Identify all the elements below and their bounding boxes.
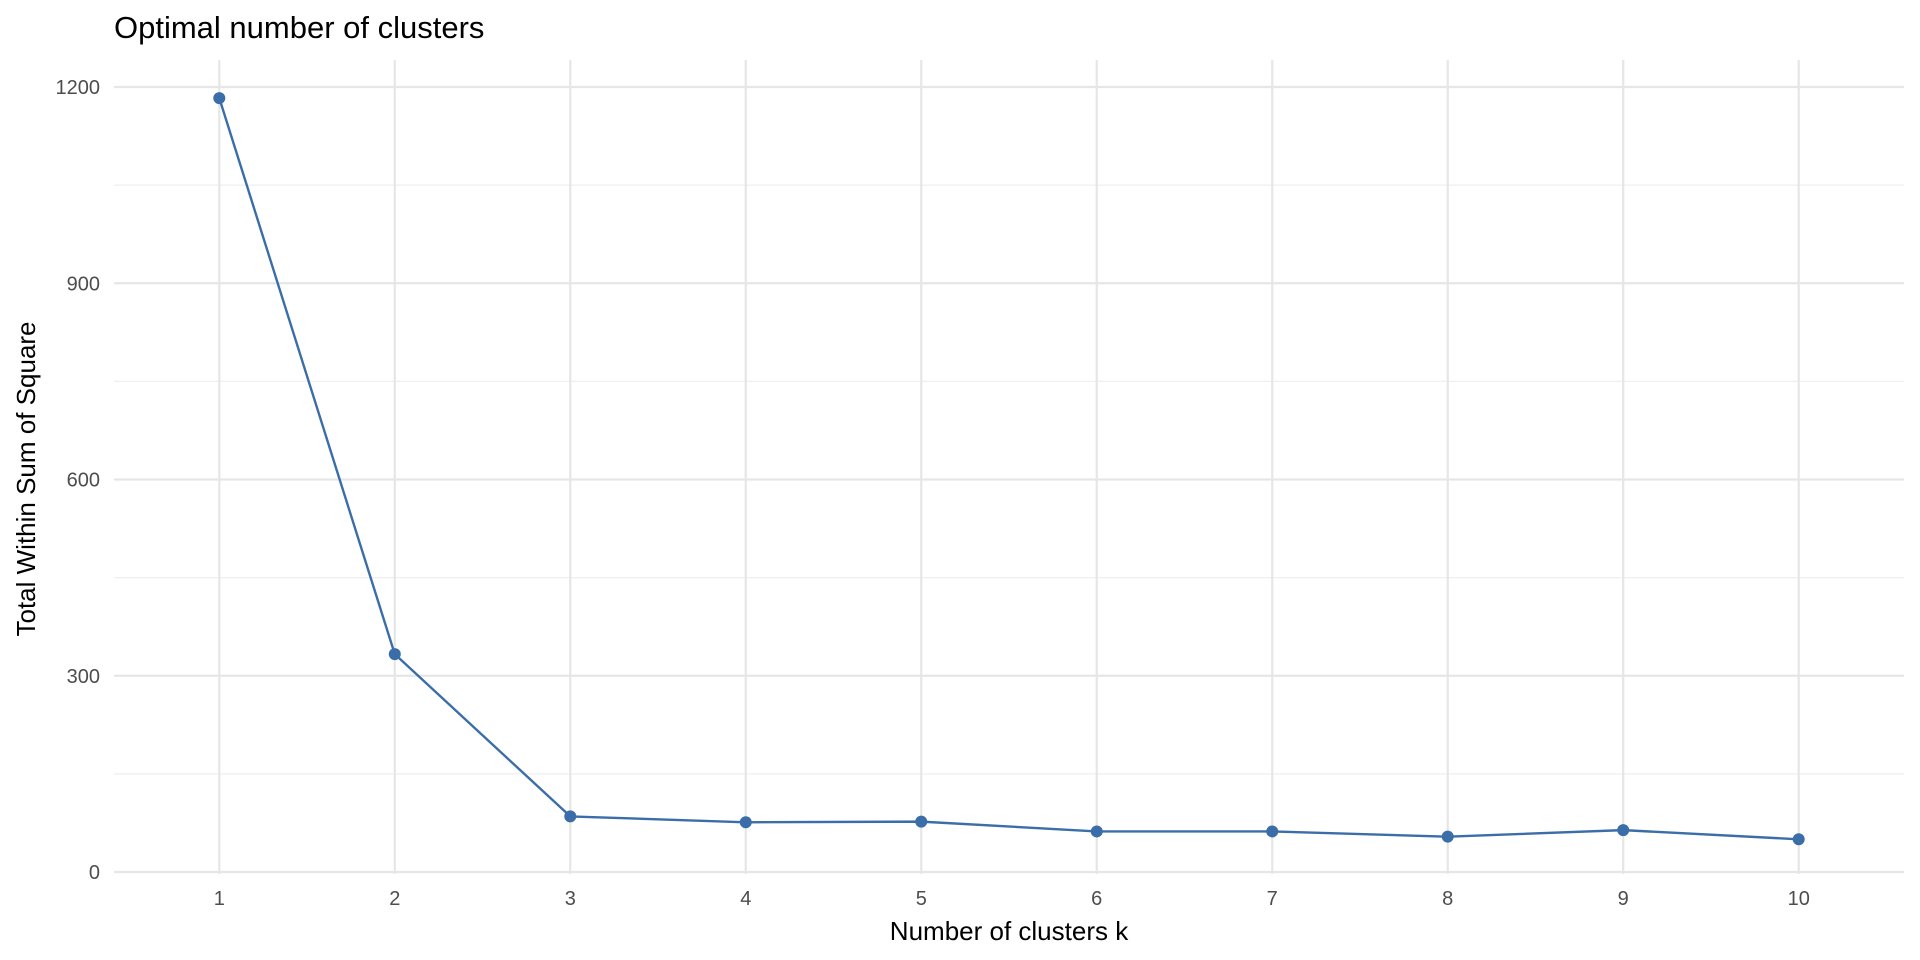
x-tick-label: 2 (389, 888, 400, 910)
data-point (1441, 830, 1454, 843)
x-tick-label: 1 (214, 888, 225, 910)
data-point (1617, 824, 1630, 837)
x-tick-label: 4 (740, 888, 751, 910)
y-tick-label: 1200 (56, 77, 101, 99)
y-tick-label: 300 (67, 666, 100, 688)
x-tick-label: 8 (1442, 888, 1453, 910)
data-point (1266, 825, 1279, 838)
data-point (564, 810, 577, 823)
x-tick-label: 7 (1267, 888, 1278, 910)
x-tick-label: 6 (1091, 888, 1102, 910)
data-point (915, 815, 928, 828)
y-tick-label: 0 (89, 862, 100, 884)
data-point (1792, 833, 1805, 846)
x-tick-label: 3 (565, 888, 576, 910)
y-tick-label: 900 (67, 273, 100, 295)
tick-labels: 0 300 600 900 1200 1 2 3 4 5 6 7 8 9 10 (56, 77, 1810, 910)
x-tick-label: 9 (1618, 888, 1629, 910)
data-point (388, 648, 401, 661)
series-layer (213, 92, 1805, 846)
grid-lines (114, 60, 1904, 874)
y-axis-label: Total Within Sum of Square (11, 321, 41, 636)
y-tick-label: 600 (67, 470, 100, 492)
data-point (739, 816, 752, 829)
x-tick-label: 10 (1788, 888, 1810, 910)
chart-title: Optimal number of clusters (114, 10, 484, 45)
data-point (213, 92, 226, 105)
data-point (1090, 825, 1103, 838)
x-tick-label: 5 (916, 888, 927, 910)
x-axis-label: Number of clusters k (890, 916, 1129, 946)
series-line (218, 97, 1799, 841)
